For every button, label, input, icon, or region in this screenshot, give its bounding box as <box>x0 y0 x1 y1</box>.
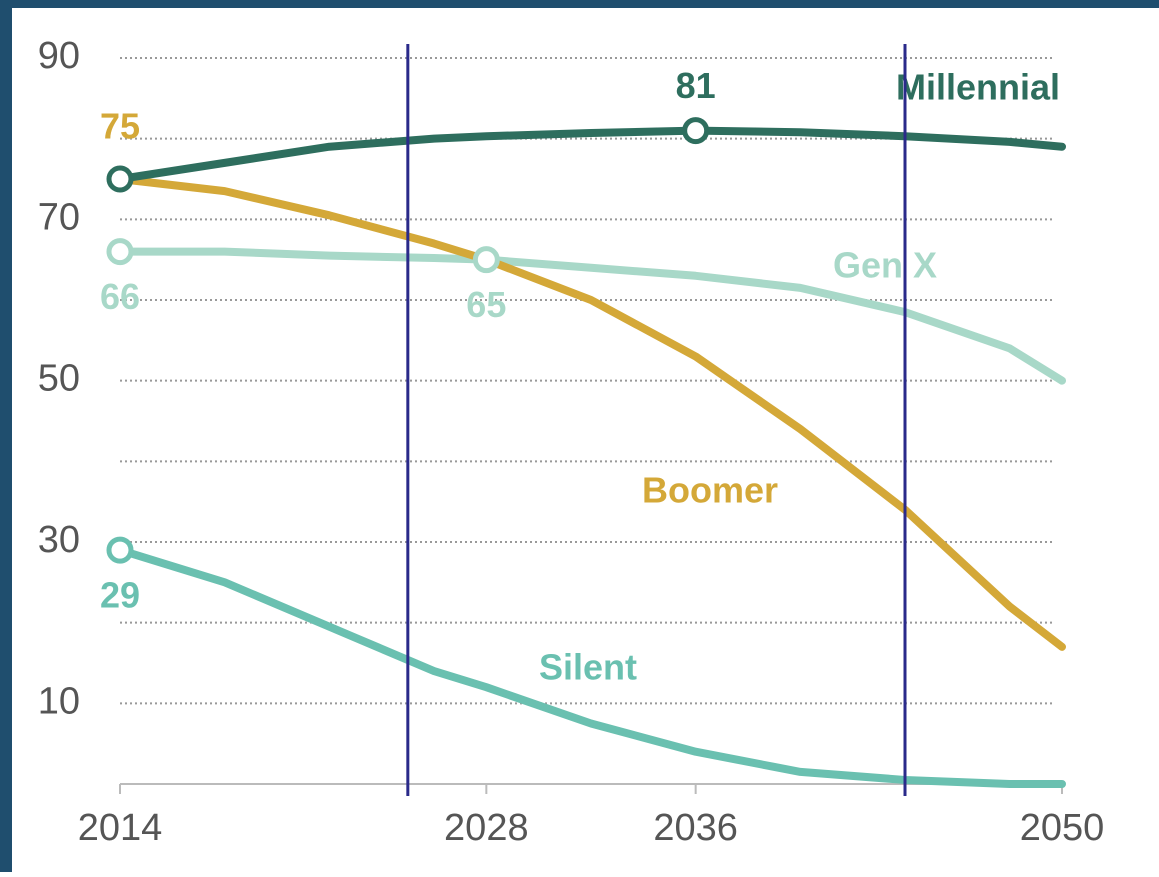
value-label: 29 <box>100 575 140 616</box>
value-label: 65 <box>466 284 506 325</box>
value-label: 81 <box>676 65 716 106</box>
y-tick-label: 50 <box>38 358 80 400</box>
series-name: Millennial <box>896 67 1060 108</box>
x-tick-label: 2036 <box>653 807 738 849</box>
point-marker <box>472 246 500 274</box>
x-tick-label: 2050 <box>1020 807 1105 849</box>
y-tick-label: 30 <box>38 519 80 561</box>
point-marker <box>106 238 134 266</box>
x-tick-label: 2014 <box>78 807 163 849</box>
series-line <box>116 175 1066 651</box>
series-name: Gen X <box>833 245 937 286</box>
series-line <box>116 546 1066 788</box>
value-label: 75 <box>100 106 140 147</box>
x-tick-label: 2028 <box>444 807 529 849</box>
value-label: 66 <box>100 276 140 317</box>
y-tick-label: 90 <box>38 35 80 77</box>
point-marker <box>106 165 134 193</box>
series-name: Silent <box>539 647 637 688</box>
panel <box>12 8 1159 872</box>
y-tick-label: 10 <box>38 680 80 722</box>
series-line <box>116 247 1066 385</box>
y-tick-label: 70 <box>38 196 80 238</box>
point-marker <box>682 117 710 145</box>
series-name: Boomer <box>642 470 778 511</box>
series-line <box>116 126 1066 183</box>
point-marker <box>106 536 134 564</box>
